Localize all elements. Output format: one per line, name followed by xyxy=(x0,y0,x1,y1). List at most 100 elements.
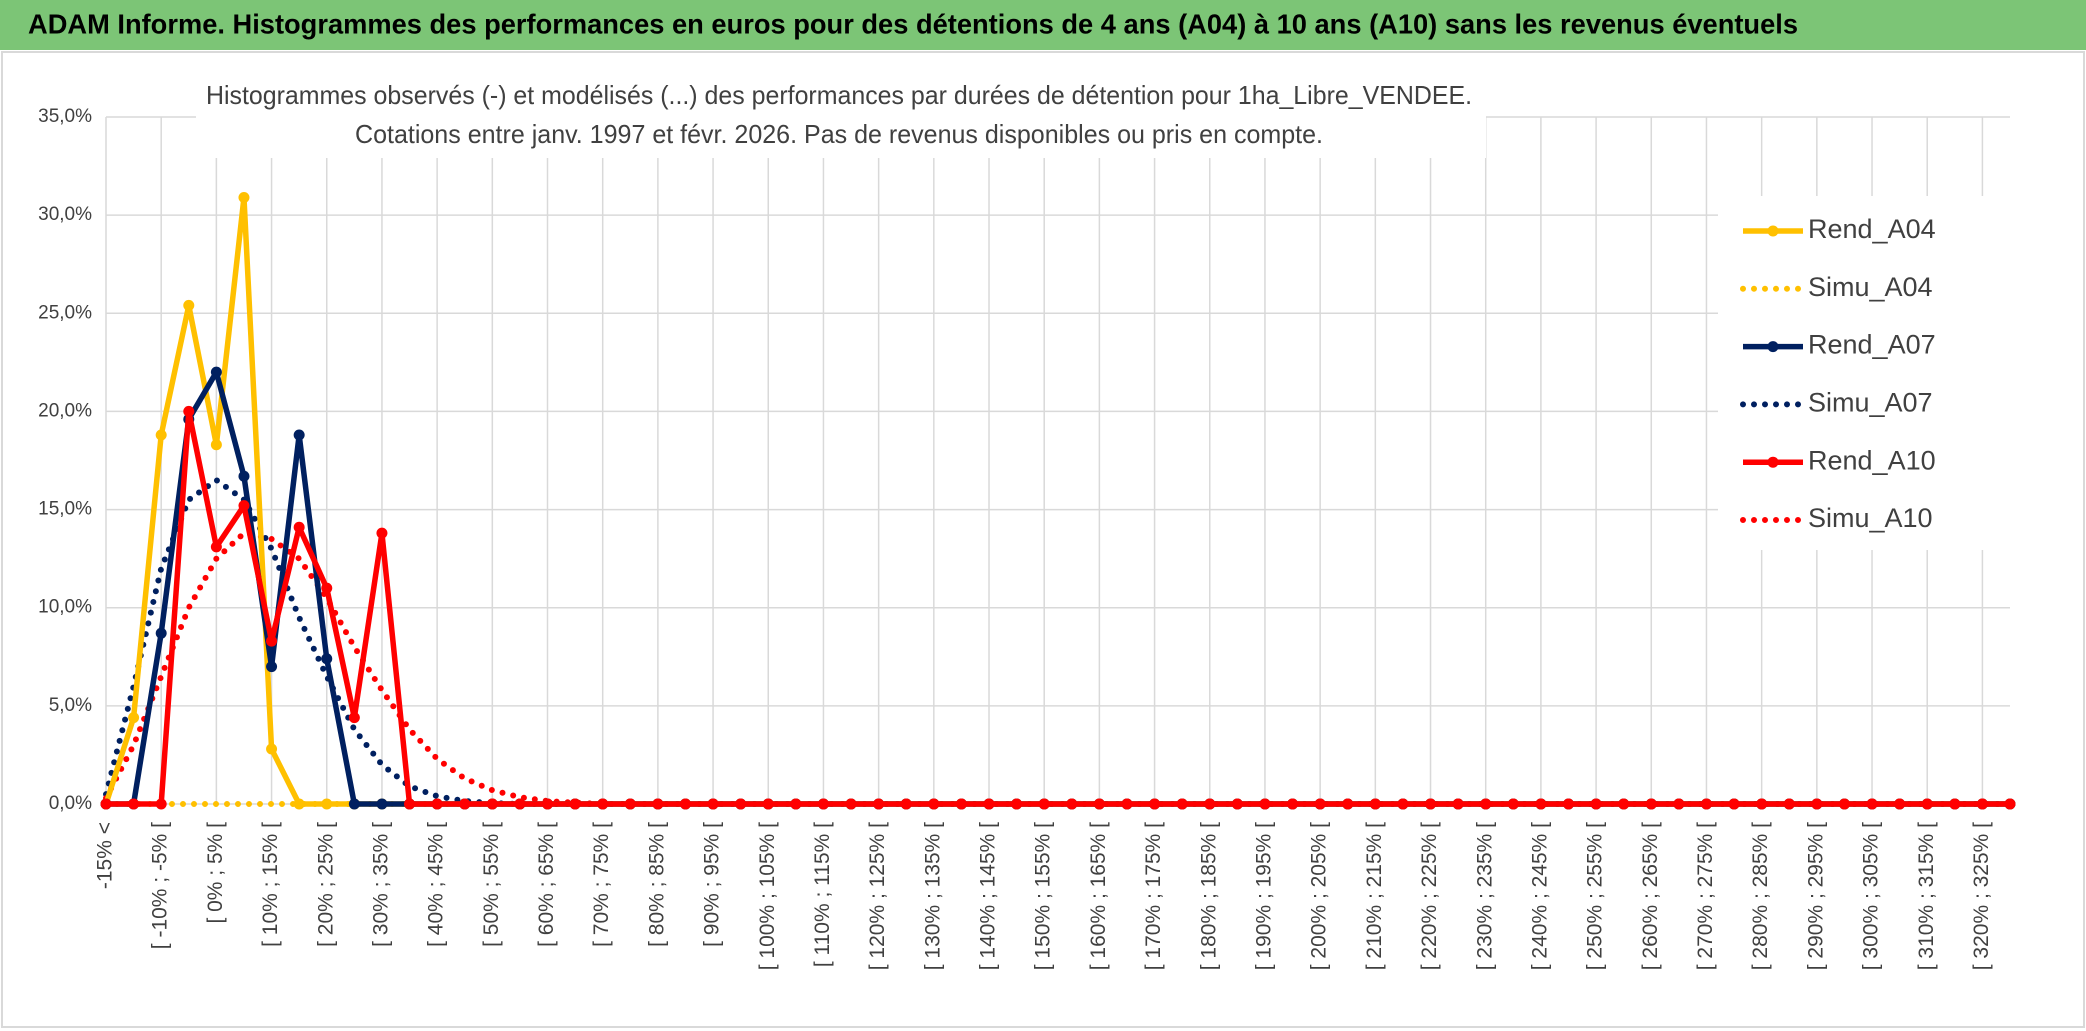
point xyxy=(1093,798,1105,810)
x-tick-label: [ 270% ; 275% [ xyxy=(1694,822,1717,970)
point xyxy=(210,541,222,553)
point xyxy=(1369,798,1381,810)
x-tick-label: [ 100% ; 105% [ xyxy=(756,822,779,970)
point xyxy=(128,798,140,810)
title-box xyxy=(196,74,1486,158)
x-tick-label: [ 170% ; 175% [ xyxy=(1142,822,1165,970)
point xyxy=(183,299,195,311)
x-tick-label: [ 120% ; 125% [ xyxy=(866,822,889,970)
point xyxy=(238,470,250,482)
point xyxy=(514,798,526,810)
point xyxy=(1535,798,1547,810)
point xyxy=(238,191,250,203)
point xyxy=(376,798,388,810)
point xyxy=(1121,798,1133,810)
point xyxy=(2004,798,2016,810)
x-tick-label: -15% < xyxy=(94,822,117,889)
point xyxy=(1728,798,1740,810)
point xyxy=(486,798,498,810)
x-tick-label: [ 200% ; 205% [ xyxy=(1308,822,1331,970)
x-tick-label: [ 60% ; 65% [ xyxy=(535,822,558,947)
point xyxy=(707,798,719,810)
point xyxy=(376,527,388,539)
point xyxy=(1645,798,1657,810)
point xyxy=(1618,798,1630,810)
point xyxy=(569,798,581,810)
legend-marker xyxy=(1767,225,1779,237)
point xyxy=(1231,798,1243,810)
point xyxy=(928,798,940,810)
point xyxy=(1066,798,1078,810)
x-tick-label: [ 300% ; 305% [ xyxy=(1860,822,1883,970)
point xyxy=(1176,798,1188,810)
legend-box xyxy=(1718,196,2034,550)
x-tick-label: [ 240% ; 245% [ xyxy=(1528,822,1551,970)
point xyxy=(155,798,167,810)
y-tick-label: 35,0% xyxy=(38,106,92,127)
point xyxy=(955,798,967,810)
series-line xyxy=(106,408,2010,807)
x-tick-label: [ 80% ; 85% [ xyxy=(645,822,668,947)
point xyxy=(1287,798,1299,810)
y-tick-label: 30,0% xyxy=(38,204,92,225)
x-tick-label: [ 130% ; 135% [ xyxy=(921,822,944,970)
x-tick-label: [ 160% ; 165% [ xyxy=(1087,822,1110,970)
point xyxy=(1011,798,1023,810)
point xyxy=(1562,798,1574,810)
point xyxy=(679,798,691,810)
x-tick-label: [ 10% ; 15% [ xyxy=(259,822,282,947)
legend-label: Rend_A04 xyxy=(1808,214,1936,244)
point xyxy=(1149,798,1161,810)
point xyxy=(1811,798,1823,810)
series-line xyxy=(103,476,2013,807)
x-tick-label: [ 290% ; 295% [ xyxy=(1804,822,1827,970)
x-tick-label: [ 0% ; 5% [ xyxy=(204,822,227,924)
point xyxy=(1507,798,1519,810)
point xyxy=(1756,798,1768,810)
point xyxy=(321,798,333,810)
point xyxy=(1038,798,1050,810)
x-tick-label: [ 190% ; 195% [ xyxy=(1253,822,1276,970)
point xyxy=(1452,798,1464,810)
point xyxy=(1838,798,1850,810)
point xyxy=(1480,798,1492,810)
point xyxy=(1590,798,1602,810)
y-tick-label: 0,0% xyxy=(49,793,92,814)
y-tick-label: 20,0% xyxy=(38,400,92,421)
x-tick-label: [ 280% ; 285% [ xyxy=(1749,822,1772,970)
header-title: ADAM Informe. Histogrammes des performan… xyxy=(28,8,1798,39)
point xyxy=(1866,798,1878,810)
x-tick-label: [ 90% ; 95% [ xyxy=(701,822,724,947)
x-tick-label: [ 310% ; 315% [ xyxy=(1915,822,1938,970)
point xyxy=(652,798,664,810)
point xyxy=(542,798,554,810)
point xyxy=(266,661,278,673)
x-tick-label: [ 140% ; 145% [ xyxy=(977,822,1000,970)
y-tick-label: 25,0% xyxy=(38,302,92,323)
point xyxy=(321,582,333,594)
point xyxy=(155,429,167,441)
point xyxy=(293,429,305,441)
point xyxy=(873,798,885,810)
point xyxy=(1204,798,1216,810)
point xyxy=(210,439,222,451)
chart-frame xyxy=(1,51,2085,1028)
x-tick-label: [ 110% ; 115% [ xyxy=(811,822,834,967)
point xyxy=(210,366,222,378)
point xyxy=(348,798,360,810)
x-tick-label: [ 250% ; 255% [ xyxy=(1584,822,1607,970)
x-tick-label: [ 220% ; 225% [ xyxy=(1418,822,1441,970)
point xyxy=(100,798,112,810)
y-tick-label: 5,0% xyxy=(49,695,92,716)
point xyxy=(1673,798,1685,810)
point xyxy=(735,798,747,810)
point xyxy=(1425,798,1437,810)
point xyxy=(845,798,857,810)
y-tick-label: 15,0% xyxy=(38,499,92,520)
point xyxy=(128,712,140,724)
x-tick-label: [ 320% ; 325% [ xyxy=(1970,822,1993,970)
point xyxy=(183,405,195,417)
point xyxy=(900,798,912,810)
point xyxy=(790,798,802,810)
